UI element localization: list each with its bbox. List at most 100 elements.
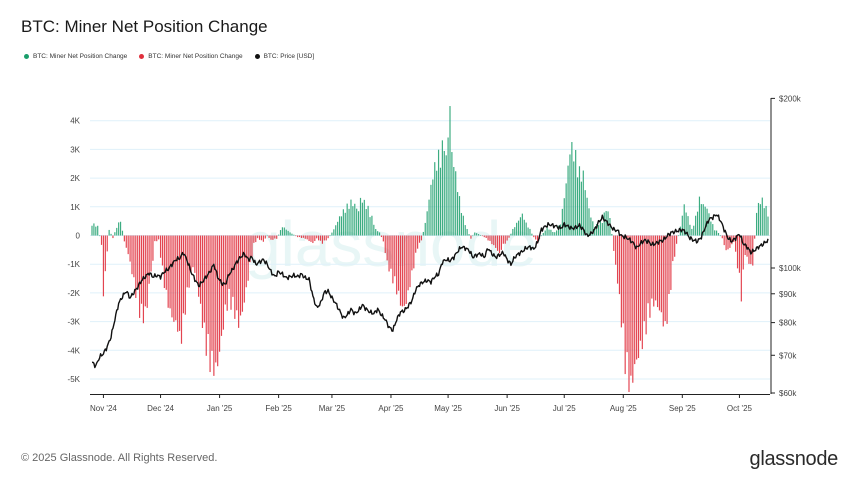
- bar-positive: [424, 222, 426, 236]
- bar-negative: [165, 235, 167, 290]
- bar-negative: [418, 235, 421, 243]
- bar-positive: [472, 235, 474, 237]
- bar-positive: [114, 232, 116, 236]
- bar-positive: [447, 137, 449, 236]
- bar-negative: [251, 235, 253, 257]
- bar-negative: [407, 235, 409, 291]
- bar-positive: [91, 225, 93, 236]
- bar-negative: [218, 235, 221, 352]
- bar-negative: [234, 235, 236, 319]
- y-right-tick-label: $60k: [779, 389, 797, 398]
- bar-negative: [255, 235, 257, 243]
- bar-positive: [293, 234, 295, 236]
- bar-positive: [281, 227, 284, 236]
- bar-negative: [140, 235, 143, 304]
- bar-positive: [378, 232, 381, 236]
- bar-negative: [386, 235, 388, 261]
- legend-item-negative[interactable]: BTC: Miner Net Position Change: [139, 53, 243, 60]
- bar-positive: [365, 209, 367, 236]
- bar-negative: [500, 235, 502, 250]
- bar-negative: [156, 235, 158, 242]
- bar-negative: [161, 235, 164, 266]
- bar-negative: [380, 235, 383, 238]
- bar-positive: [285, 229, 287, 236]
- bar-negative: [481, 235, 483, 237]
- bar-positive: [763, 208, 765, 236]
- bar-negative: [316, 235, 318, 239]
- bar-negative: [314, 235, 316, 242]
- bar-negative: [211, 235, 213, 351]
- bar-negative: [636, 235, 638, 360]
- bar-positive: [609, 218, 611, 236]
- bar-negative: [295, 235, 297, 237]
- bar-negative: [276, 235, 278, 239]
- bar-negative: [634, 235, 636, 365]
- bar-positive: [93, 223, 95, 236]
- bar-positive: [329, 235, 331, 237]
- bar-positive: [710, 221, 712, 236]
- bar-positive: [517, 220, 520, 236]
- bar-positive: [451, 152, 453, 236]
- bar-positive: [514, 227, 516, 236]
- bar-positive: [571, 142, 573, 236]
- bar-positive: [335, 225, 337, 236]
- legend-dot-red-icon: [139, 54, 145, 59]
- bar-negative: [632, 235, 634, 383]
- bar-negative: [158, 235, 160, 240]
- bar-negative: [163, 235, 165, 289]
- bar-positive: [445, 155, 447, 236]
- bar-positive: [529, 228, 531, 236]
- bar-negative: [660, 235, 662, 313]
- x-tick-label: Mar '25: [319, 404, 346, 413]
- bar-positive: [569, 154, 571, 236]
- bar-positive: [512, 228, 514, 236]
- bar-negative: [506, 235, 508, 241]
- bar-positive: [369, 217, 371, 236]
- bar-negative: [270, 235, 272, 240]
- bar-negative: [613, 235, 615, 251]
- bar-positive: [338, 216, 341, 236]
- bar-negative: [198, 235, 200, 297]
- bar-negative: [738, 235, 741, 273]
- bar-negative: [618, 235, 621, 295]
- bar-positive: [588, 208, 590, 236]
- bar-negative: [253, 235, 255, 243]
- bar-positive: [582, 170, 584, 236]
- x-tick-label: May '25: [434, 404, 462, 413]
- bar-negative: [245, 235, 247, 288]
- bar-negative: [485, 235, 487, 238]
- bar-negative: [146, 235, 148, 308]
- legend-label-negative: BTC: Miner Net Position Change: [148, 53, 243, 60]
- bar-negative: [129, 235, 131, 262]
- legend-item-price[interactable]: BTC: Price [USD]: [254, 53, 314, 60]
- legend-label-positive: BTC: Miner Net Position Change: [33, 53, 128, 60]
- glassnode-logo[interactable]: glassnode: [749, 448, 839, 470]
- bar-negative: [182, 235, 184, 314]
- bar-negative: [399, 235, 402, 306]
- bar-positive: [266, 235, 268, 237]
- bar-negative: [470, 235, 472, 239]
- y-left-tick-label: -3K: [68, 318, 81, 327]
- legend-item-positive[interactable]: BTC: Miner Net Position Change: [24, 53, 127, 60]
- bar-negative: [167, 235, 169, 308]
- bar-negative: [651, 235, 653, 299]
- bar-negative: [188, 235, 190, 288]
- bar-positive: [350, 199, 352, 236]
- bar-positive: [432, 179, 434, 236]
- bar-negative: [394, 235, 396, 277]
- bar-negative: [194, 235, 196, 273]
- bar-negative: [620, 235, 622, 328]
- bar-positive: [712, 224, 714, 236]
- bar-negative: [258, 235, 261, 240]
- bar-negative: [127, 235, 129, 255]
- bar-positive: [599, 220, 602, 236]
- bar-positive: [693, 225, 695, 236]
- bar-negative: [123, 235, 125, 242]
- bar-negative: [312, 235, 314, 244]
- bar-positive: [677, 235, 680, 237]
- bar-positive: [683, 204, 685, 236]
- bar-positive: [278, 234, 280, 236]
- bar-positive: [578, 166, 581, 236]
- y-left-tick-label: -1K: [68, 260, 81, 269]
- x-tick-label: Feb '25: [265, 404, 292, 413]
